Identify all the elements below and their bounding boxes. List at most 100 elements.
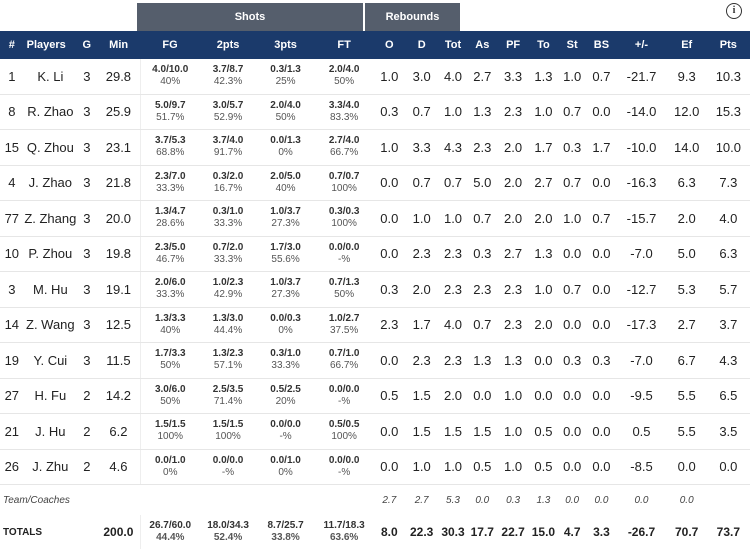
player-points: 4.3 xyxy=(706,342,750,379)
player-total-rebounds: 4.3 xyxy=(438,129,468,166)
player-fg-pct: 40% xyxy=(160,76,181,88)
player-2pts-pct: 91.7% xyxy=(213,147,243,159)
player-personal-fouls: 2.3 xyxy=(497,94,530,130)
player-3pts-pct: 0% xyxy=(278,147,293,159)
player-name-link[interactable]: J. Zhu xyxy=(23,449,78,485)
col-header-efficiency[interactable]: Ef xyxy=(666,31,707,59)
player-2pts: 1.0/2.3 42.9% xyxy=(199,271,257,308)
player-fg: 1.3/3.3 40% xyxy=(140,307,200,343)
col-header-defensive-rebounds[interactable]: D xyxy=(404,31,439,59)
col-header-personal-fouls[interactable]: PF xyxy=(497,31,530,59)
player-row: 27 H. Fu 2 14.2 3.0/6.0 50% 2.5/3.5 71.4% … xyxy=(0,378,750,414)
player-fg: 2.3/5.0 46.7% xyxy=(140,236,200,272)
player-efficiency: 6.7 xyxy=(666,342,707,379)
player-name-link[interactable]: Z. Zhang xyxy=(23,200,78,237)
col-header-3pts[interactable]: 3pts xyxy=(256,31,315,59)
player-3pts-made: 1.0/3.7 xyxy=(270,277,301,289)
player-turnovers: 1.0 xyxy=(529,94,558,130)
player-2pts-made: 0.3/1.0 xyxy=(212,206,244,218)
player-fg: 5.0/9.7 51.7% xyxy=(140,94,200,130)
player-offensive-rebounds: 0.0 xyxy=(373,342,405,379)
player-ft-pct: 50% xyxy=(334,76,355,88)
col-header-players[interactable]: Players xyxy=(23,31,78,59)
team-defensive-rebounds: 2.7 xyxy=(414,494,429,506)
col-header-steals[interactable]: St xyxy=(557,31,587,59)
info-icon[interactable]: i xyxy=(726,3,742,19)
player-offensive-rebounds: 2.3 xyxy=(373,307,405,343)
player-turnovers: 1.3 xyxy=(529,59,558,95)
player-ft-pct: 37.5% xyxy=(329,324,359,336)
player-name-link[interactable]: J. Zhao xyxy=(23,165,78,201)
player-blocks: 0.0 xyxy=(586,271,617,308)
player-ft: 2.7/4.0 66.7% xyxy=(314,129,374,166)
col-header-fg[interactable]: FG xyxy=(140,31,200,59)
col-header-games[interactable]: G xyxy=(77,31,97,59)
player-total-rebounds: 2.3 xyxy=(438,236,468,272)
player-2pts-made: 0.0/0.0 xyxy=(212,454,244,466)
player-points: 10.0 xyxy=(706,129,750,166)
player-3pts: 2.0/5.0 40% xyxy=(256,165,315,201)
player-defensive-rebounds: 1.5 xyxy=(404,378,439,414)
player-name-link[interactable]: Q. Zhou xyxy=(23,129,78,166)
player-steals: 0.0 xyxy=(557,413,587,450)
player-offensive-rebounds: 0.3 xyxy=(373,94,405,130)
player-ft-made: 0.5/0.5 xyxy=(328,419,360,431)
player-games: 3 xyxy=(77,200,97,237)
col-header-minutes[interactable]: Min xyxy=(96,31,141,59)
player-3pts: 1.7/3.0 55.6% xyxy=(256,236,315,272)
player-personal-fouls: 1.0 xyxy=(497,378,530,414)
player-2pts: 0.3/1.0 33.3% xyxy=(199,200,257,237)
player-fg: 3.0/6.0 50% xyxy=(140,378,200,414)
player-assists: 2.3 xyxy=(467,271,498,308)
player-name-link[interactable]: Z. Wang xyxy=(23,307,78,343)
player-ft: 0.7/1.3 50% xyxy=(314,271,374,308)
col-header-blocks[interactable]: BS xyxy=(586,31,617,59)
col-header-turnovers[interactable]: To xyxy=(529,31,558,59)
player-fg: 2.0/6.0 33.3% xyxy=(140,271,200,308)
player-fg-made: 2.0/6.0 xyxy=(154,277,186,289)
col-header-points[interactable]: Pts xyxy=(706,31,750,59)
player-plus-minus: 0.5 xyxy=(616,413,667,450)
totals-label: TOTALS xyxy=(3,526,43,538)
player-blocks: 0.0 xyxy=(586,413,617,450)
col-header-assists[interactable]: As xyxy=(467,31,498,59)
player-name-link[interactable]: H. Fu xyxy=(23,378,78,414)
player-row: 1 K. Li 3 29.8 4.0/10.0 40% 3.7/8.7 42.3% … xyxy=(0,59,750,95)
totals-personal-fouls: 22.7 xyxy=(501,525,525,539)
player-ft-pct: 83.3% xyxy=(329,111,359,123)
player-offensive-rebounds: 0.0 xyxy=(373,200,405,237)
player-3pts: 2.0/4.0 50% xyxy=(256,94,315,130)
totals-offensive-rebounds: 8.0 xyxy=(380,525,398,539)
player-name-link[interactable]: M. Hu xyxy=(23,271,78,308)
player-minutes: 20.0 xyxy=(96,200,141,237)
player-3pts-made: 2.0/5.0 xyxy=(270,170,301,182)
col-header-plus-minus[interactable]: +/- xyxy=(616,31,667,59)
player-fg-made: 1.5/1.5 xyxy=(154,419,186,431)
col-header-ft[interactable]: FT xyxy=(314,31,374,59)
player-ft-pct: 100% xyxy=(331,182,357,194)
player-name-link[interactable]: Y. Cui xyxy=(23,342,78,379)
player-3pts: 0.0/1.3 0% xyxy=(256,129,315,166)
player-ft: 0.7/0.7 100% xyxy=(314,165,374,201)
player-3pts-made: 1.0/3.7 xyxy=(270,206,301,218)
player-turnovers: 2.0 xyxy=(529,200,558,237)
player-2pts-pct: 100% xyxy=(215,431,241,443)
player-name-link[interactable]: R. Zhao xyxy=(23,94,78,130)
player-assists: 1.3 xyxy=(467,94,498,130)
totals-fg: 26.7/60.0 44.4% xyxy=(140,515,200,549)
player-name-link[interactable]: K. Li xyxy=(23,59,78,95)
player-ft: 0.5/0.5 100% xyxy=(314,413,374,450)
player-name-link[interactable]: J. Hu xyxy=(23,413,78,450)
player-ft: 2.0/4.0 50% xyxy=(314,59,374,95)
col-header-offensive-rebounds[interactable]: O xyxy=(373,31,405,59)
player-name-link[interactable]: P. Zhou xyxy=(23,236,78,272)
player-steals: 0.3 xyxy=(557,129,587,166)
col-header-number[interactable]: # xyxy=(0,31,24,59)
player-3pts-pct: 40% xyxy=(275,182,296,194)
col-header-total-rebounds[interactable]: Tot xyxy=(438,31,468,59)
player-fg-pct: 0% xyxy=(163,466,178,478)
player-efficiency: 5.0 xyxy=(666,236,707,272)
player-games: 3 xyxy=(77,129,97,166)
col-header-2pts[interactable]: 2pts xyxy=(199,31,257,59)
player-ft-made: 3.3/4.0 xyxy=(328,99,360,111)
